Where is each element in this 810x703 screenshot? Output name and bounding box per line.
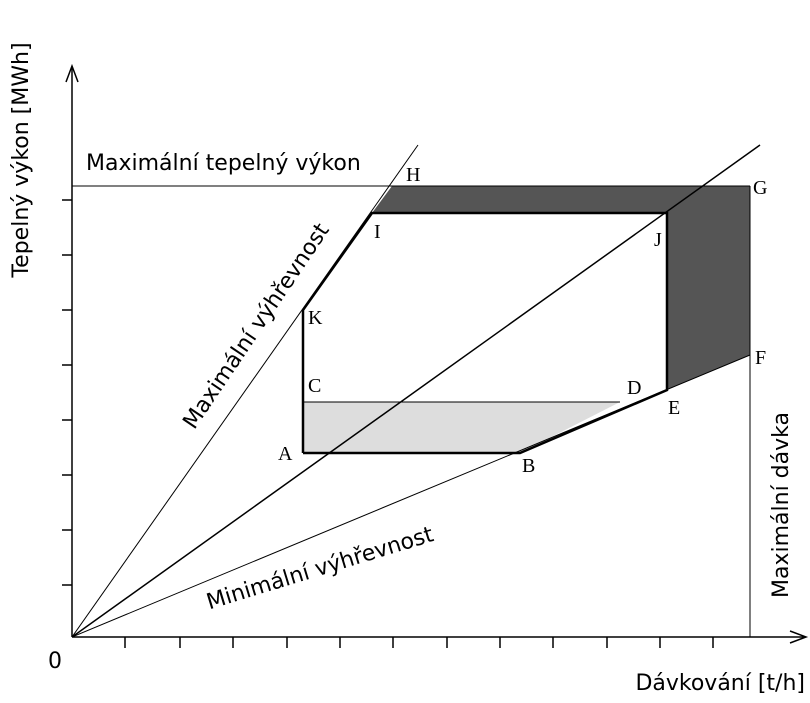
y-ticks — [62, 199, 72, 586]
max-power-label: Maximální tepelný výkon — [86, 151, 361, 176]
point-label: H — [406, 164, 420, 186]
x-label: Dávkování [t/h] — [635, 671, 805, 696]
operating-area — [301, 211, 669, 455]
point-label: K — [308, 307, 323, 329]
max-heating-line — [71, 144, 419, 638]
dark-region — [372, 186, 750, 390]
y-arrow — [65, 63, 79, 83]
x-arrow — [789, 630, 809, 644]
light-region — [303, 402, 620, 453]
point-label: C — [308, 375, 321, 397]
point-label: A — [278, 443, 293, 465]
middle-line — [71, 144, 761, 638]
lines — [62, 63, 809, 648]
point-label: J — [654, 229, 662, 251]
point-label: E — [668, 397, 680, 419]
y-label: Tepelný výkon [MWh] — [9, 42, 34, 278]
point-label: I — [374, 221, 381, 243]
point-label: F — [755, 347, 766, 369]
point-label: D — [627, 377, 641, 399]
point-label: G — [753, 177, 767, 199]
origin-label: 0 — [48, 649, 62, 674]
max-feed-label: Maximální dávka — [769, 412, 794, 598]
min-heating-label: Minimální výhřevnost — [204, 522, 437, 615]
point-label: B — [522, 455, 535, 477]
x-ticks — [124, 637, 714, 648]
